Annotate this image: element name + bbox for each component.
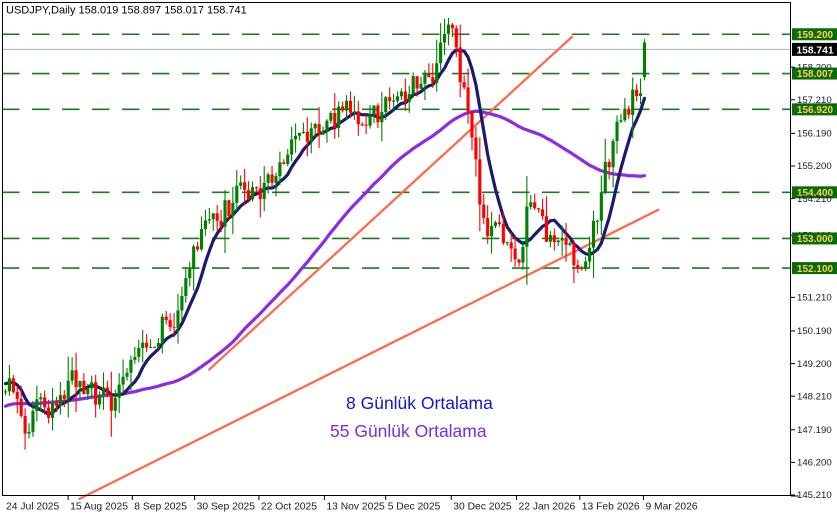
svg-text:9 Mar 2026: 9 Mar 2026 [645,502,697,513]
svg-text:154.210: 154.210 [797,194,832,205]
svg-text:22 Jan 2026: 22 Jan 2026 [519,502,576,513]
svg-text:159.200: 159.200 [797,30,834,41]
svg-text:155.200: 155.200 [797,161,832,172]
svg-text:13 Nov 2025: 13 Nov 2025 [326,502,385,513]
svg-text:151.210: 151.210 [797,293,832,304]
svg-text:150.190: 150.190 [797,326,832,337]
svg-text:158.741: 158.741 [796,45,833,56]
svg-text:USDJPY,Daily 158.019 158.897: USDJPY,Daily 158.019 158.897 158.017 158… [6,5,247,17]
svg-text:13 Feb 2026: 13 Feb 2026 [582,502,640,513]
svg-text:30 Sep 2025: 30 Sep 2025 [197,502,256,513]
svg-text:30 Dec 2025: 30 Dec 2025 [453,502,512,513]
svg-text:146.200: 146.200 [797,458,832,469]
svg-text:158.007: 158.007 [797,69,834,80]
svg-text:148.210: 148.210 [797,391,832,402]
svg-text:156.190: 156.190 [797,129,832,140]
svg-text:5 Dec 2025: 5 Dec 2025 [388,502,441,513]
svg-text:24 Jul 2025: 24 Jul 2025 [6,502,60,513]
svg-text:156.920: 156.920 [797,105,834,116]
svg-text:152.100: 152.100 [797,264,834,275]
svg-text:145.210: 145.210 [797,490,832,501]
svg-text:149.200: 149.200 [797,359,832,370]
svg-text:8 Günlük Ortalama: 8 Günlük Ortalama [346,393,493,413]
svg-text:147.190: 147.190 [797,425,832,436]
svg-text:15 Aug 2025: 15 Aug 2025 [70,502,128,513]
svg-text:22 Oct 2025: 22 Oct 2025 [261,502,317,513]
svg-text:8 Sep 2025: 8 Sep 2025 [134,502,187,513]
svg-text:153.000: 153.000 [797,234,834,245]
svg-text:55 Günlük Ortalama: 55 Günlük Ortalama [330,421,487,441]
